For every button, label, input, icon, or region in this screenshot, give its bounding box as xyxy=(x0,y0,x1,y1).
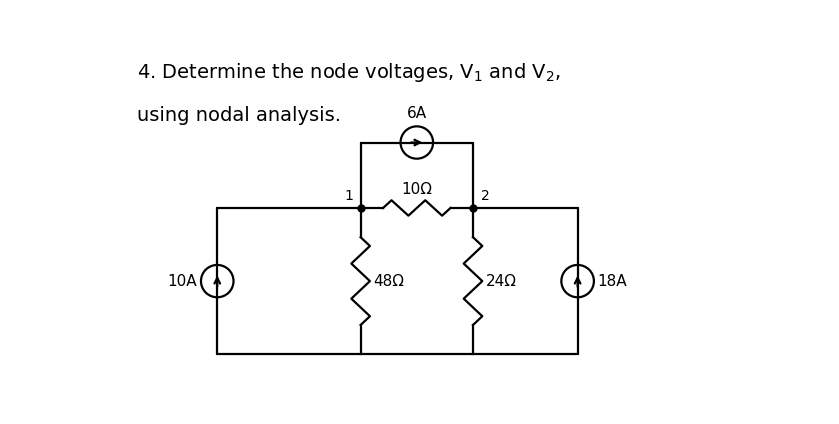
Text: 48Ω: 48Ω xyxy=(373,273,404,289)
Text: 2: 2 xyxy=(481,189,489,203)
Text: 10Ω: 10Ω xyxy=(401,182,432,197)
Text: 1: 1 xyxy=(344,189,353,203)
Text: 18A: 18A xyxy=(597,273,628,289)
Text: 6A: 6A xyxy=(407,106,427,121)
Text: 24Ω: 24Ω xyxy=(486,273,516,289)
Text: using nodal analysis.: using nodal analysis. xyxy=(138,106,341,126)
Text: 10A: 10A xyxy=(168,273,197,289)
Text: 4. Determine the node voltages, $\mathrm{V_1}$ and $\mathrm{V_2}$,: 4. Determine the node voltages, $\mathrm… xyxy=(138,61,561,84)
